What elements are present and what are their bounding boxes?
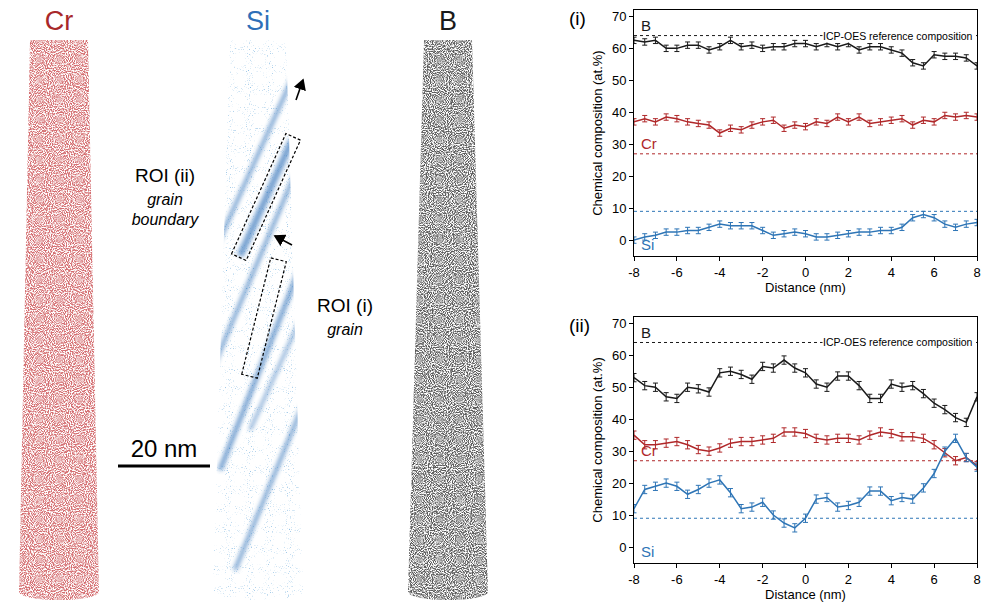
svg-text:60: 60 [612,41,626,56]
svg-text:70: 70 [612,9,626,24]
svg-text:ROI (i): ROI (i) [317,295,373,316]
svg-text:8: 8 [973,572,980,587]
svg-text:40: 40 [612,412,626,427]
svg-text:Cr: Cr [45,6,74,36]
svg-text:Si: Si [641,236,654,253]
svg-text:(i): (i) [569,8,586,29]
svg-text:Chemical composition (at.%): Chemical composition (at.%) [590,357,605,522]
svg-text:2: 2 [845,572,852,587]
svg-text:Distance (nm): Distance (nm) [765,587,846,602]
svg-text:Cr: Cr [641,135,657,152]
svg-text:Chemical composition (at.%): Chemical composition (at.%) [590,50,605,215]
svg-text:-6: -6 [671,572,683,587]
svg-text:B: B [439,6,457,36]
svg-text:-6: -6 [671,265,683,280]
svg-text:Si: Si [246,6,270,36]
svg-text:20 nm: 20 nm [131,435,198,462]
svg-text:10: 10 [612,508,626,523]
svg-text:B: B [641,17,651,34]
svg-text:ROI (ii): ROI (ii) [135,165,195,186]
svg-text:Distance (nm): Distance (nm) [765,280,846,295]
svg-text:50: 50 [612,380,626,395]
svg-text:30: 30 [612,137,626,152]
svg-text:0: 0 [619,233,626,248]
svg-text:ICP-OES reference composition: ICP-OES reference composition [823,30,973,42]
svg-text:6: 6 [931,572,938,587]
svg-text:-8: -8 [628,572,640,587]
svg-text:Cr: Cr [641,442,657,459]
svg-text:-2: -2 [757,265,769,280]
svg-text:-4: -4 [714,265,726,280]
svg-text:10: 10 [612,201,626,216]
svg-text:(ii): (ii) [569,315,590,336]
svg-text:60: 60 [612,348,626,363]
svg-text:-8: -8 [628,265,640,280]
svg-text:20: 20 [612,169,626,184]
svg-text:B: B [641,324,651,341]
svg-text:70: 70 [612,316,626,331]
svg-text:Si: Si [641,543,654,560]
svg-text:50: 50 [612,73,626,88]
svg-text:grain: grain [327,321,363,338]
svg-text:0: 0 [802,572,809,587]
svg-text:40: 40 [612,105,626,120]
svg-text:0: 0 [802,265,809,280]
svg-text:-4: -4 [714,572,726,587]
svg-text:4: 4 [888,572,895,587]
svg-text:2: 2 [845,265,852,280]
svg-text:4: 4 [888,265,895,280]
svg-text:ICP-OES reference composition: ICP-OES reference composition [823,336,973,348]
svg-text:6: 6 [931,265,938,280]
svg-text:30: 30 [612,444,626,459]
svg-text:20: 20 [612,476,626,491]
svg-text:0: 0 [619,540,626,555]
svg-text:grainboundary: grainboundary [132,191,200,228]
svg-text:8: 8 [973,265,980,280]
svg-text:-2: -2 [757,572,769,587]
